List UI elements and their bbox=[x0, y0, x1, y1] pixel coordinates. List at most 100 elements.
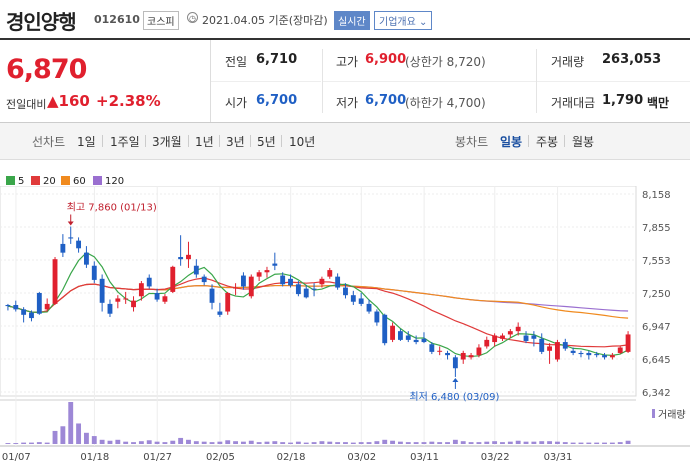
candlestick-chart[interactable]: 8,158 7,855 7,553 7,250 6,947 6,645 6,342 01/07… bbox=[0, 186, 690, 470]
candle-body bbox=[594, 354, 600, 356]
stat-extra: (상한가 8,720) bbox=[405, 55, 486, 69]
tab-monthly[interactable]: 월봉 bbox=[572, 135, 595, 149]
volume-bar bbox=[13, 443, 19, 444]
ma20-line bbox=[7, 277, 629, 348]
candle-body bbox=[272, 263, 278, 266]
high-annotation: 최고 7,860 (01/13) bbox=[67, 201, 157, 213]
realtime-button[interactable]: 실시간 bbox=[334, 11, 370, 30]
stat-value: 263,053 bbox=[602, 52, 662, 67]
candle-body bbox=[476, 347, 482, 356]
volume-bar bbox=[225, 440, 231, 444]
tab-divider bbox=[528, 135, 529, 147]
legend-swatch bbox=[31, 176, 40, 185]
volume-bar bbox=[382, 439, 388, 444]
change-label: 전일대비 bbox=[6, 98, 47, 111]
x-tick-label: 02/18 bbox=[277, 452, 306, 463]
volume-bar bbox=[288, 442, 293, 444]
tab-3y[interactable]: 3년 bbox=[226, 135, 245, 149]
volume-legend-swatch bbox=[652, 409, 655, 418]
volume-bar bbox=[44, 442, 50, 444]
candle-body bbox=[445, 352, 450, 356]
candle-body bbox=[76, 240, 82, 249]
candle-body bbox=[115, 298, 121, 302]
tab-5y[interactable]: 5년 bbox=[257, 135, 276, 149]
tab-divider bbox=[564, 135, 565, 147]
volume-bar bbox=[21, 442, 27, 444]
volume-bar bbox=[374, 441, 380, 444]
tab-1w[interactable]: 1주일 bbox=[110, 135, 140, 149]
tab-daily[interactable]: 일봉 bbox=[500, 135, 523, 149]
candle-body bbox=[107, 303, 113, 314]
volume-bar bbox=[358, 442, 364, 444]
volume-bar bbox=[29, 442, 34, 444]
company-info-label: 기업개요 bbox=[379, 17, 416, 28]
candle-body bbox=[91, 265, 97, 280]
candle-body bbox=[193, 265, 199, 275]
x-tick-label: 01/18 bbox=[80, 452, 109, 463]
candle-body bbox=[138, 283, 144, 297]
tab-1y[interactable]: 1년 bbox=[195, 135, 214, 149]
candle-body bbox=[60, 243, 66, 253]
stats-divider bbox=[536, 49, 537, 113]
candle-body bbox=[515, 326, 521, 332]
candle-body bbox=[554, 342, 560, 360]
candle-body bbox=[186, 254, 191, 260]
candle-body bbox=[413, 339, 419, 343]
legend-item-ma120: 120 bbox=[93, 176, 124, 187]
candle-body bbox=[429, 344, 435, 352]
candle-body bbox=[154, 293, 160, 300]
candle-body bbox=[327, 270, 333, 277]
volume-bar bbox=[107, 440, 113, 444]
x-tick-label: 01/27 bbox=[143, 452, 172, 463]
legend-label: 20 bbox=[43, 176, 56, 187]
tab-1d[interactable]: 1일 bbox=[77, 135, 96, 149]
volume-bar bbox=[91, 436, 97, 444]
current-price: 6,870 bbox=[6, 54, 87, 85]
x-tick-label: 01/07 bbox=[2, 452, 31, 463]
candle-body bbox=[170, 266, 176, 292]
tab-divider bbox=[188, 135, 189, 147]
candle-body bbox=[240, 275, 246, 287]
volume-bar bbox=[217, 441, 223, 444]
volume-bar bbox=[476, 442, 482, 444]
candle-body bbox=[217, 311, 223, 315]
stat-label: 고가 bbox=[336, 55, 359, 69]
legend-swatch bbox=[93, 176, 102, 185]
volume-bar bbox=[83, 432, 89, 444]
price-change-value: 160 bbox=[58, 92, 90, 110]
tab-weekly[interactable]: 주봉 bbox=[536, 135, 559, 149]
volume-bar bbox=[201, 441, 207, 444]
chevron-down-icon: ⌄ bbox=[419, 17, 428, 28]
volume-bar bbox=[437, 442, 443, 444]
volume-bar bbox=[547, 441, 553, 444]
stat-open: 시가 6,700 bbox=[211, 81, 321, 122]
candle-body bbox=[264, 270, 270, 273]
candle-body bbox=[225, 293, 231, 312]
volume-bar bbox=[397, 441, 403, 444]
candle-body bbox=[625, 334, 631, 352]
tab-divider bbox=[145, 135, 146, 147]
candle-chart-label: 봉차트 bbox=[455, 135, 489, 149]
clock-icon: ◷ bbox=[187, 12, 198, 23]
tab-3m[interactable]: 3개월 bbox=[152, 135, 182, 149]
volume-bar bbox=[562, 442, 568, 444]
tab-divider bbox=[102, 135, 103, 147]
tab-10y[interactable]: 10년 bbox=[289, 135, 316, 149]
x-tick-label: 03/02 bbox=[347, 452, 376, 463]
candle-body bbox=[36, 293, 42, 314]
volume-bar bbox=[539, 441, 545, 444]
volume-bar bbox=[264, 441, 270, 444]
candle-body bbox=[468, 355, 474, 358]
tab-divider bbox=[281, 135, 282, 147]
volume-bar bbox=[295, 441, 301, 444]
header-divider bbox=[0, 38, 690, 40]
company-info-dropdown[interactable]: 기업개요 ⌄ bbox=[374, 11, 433, 30]
candle-body bbox=[578, 352, 584, 355]
volume-bar bbox=[60, 426, 66, 444]
volume-bar bbox=[578, 442, 584, 444]
volume-bar bbox=[186, 439, 191, 444]
candle-body bbox=[366, 303, 372, 312]
legend-item-ma5: 5 bbox=[6, 176, 24, 187]
volume-bar bbox=[99, 439, 105, 444]
candle-body bbox=[500, 335, 505, 339]
